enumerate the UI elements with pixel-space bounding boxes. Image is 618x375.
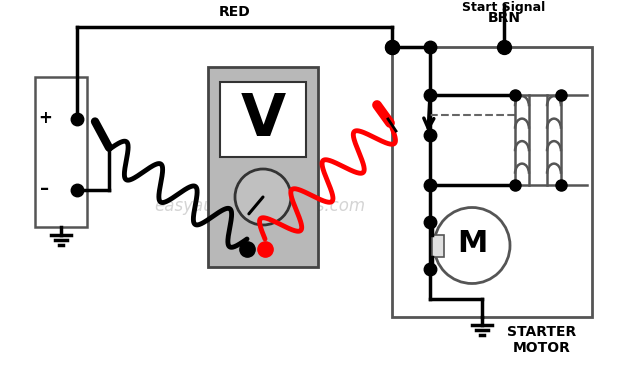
Text: BRN: BRN — [488, 11, 520, 25]
Text: M: M — [457, 229, 487, 258]
Bar — [392, 47, 592, 317]
Bar — [432, 234, 444, 256]
Text: MOTOR: MOTOR — [513, 341, 571, 355]
Text: +: + — [38, 109, 52, 127]
Text: Start Signal: Start Signal — [462, 1, 546, 14]
Bar — [208, 67, 318, 267]
Circle shape — [434, 207, 510, 284]
Bar — [220, 82, 306, 157]
Text: V: V — [240, 92, 286, 148]
Text: easyautodiagnostics.com: easyautodiagnostics.com — [154, 197, 365, 215]
Text: STARTER: STARTER — [507, 325, 577, 339]
Circle shape — [235, 169, 291, 225]
Text: –: – — [40, 180, 49, 198]
Text: RED: RED — [219, 5, 250, 19]
Bar — [35, 77, 87, 227]
